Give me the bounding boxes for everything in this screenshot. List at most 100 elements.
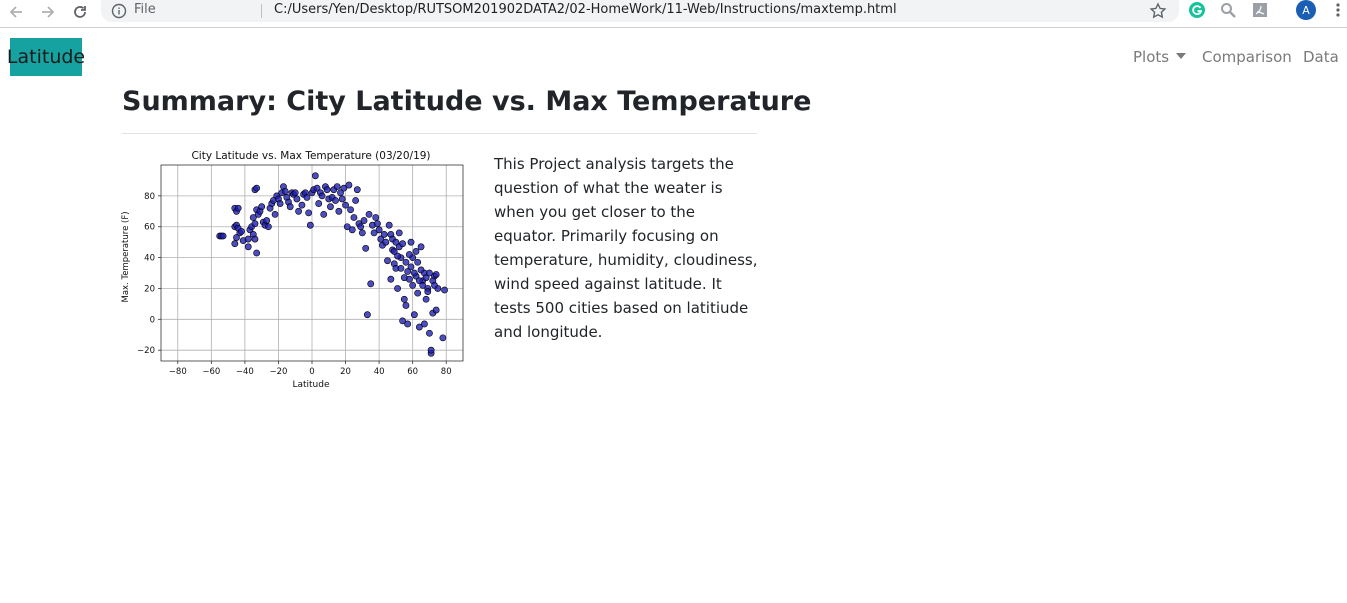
chart-ylabel: Max. Temperature (F) [121,211,131,302]
data-point [357,223,365,231]
data-point [400,295,408,303]
data-point [362,244,370,252]
data-point [219,232,227,240]
data-point [384,257,391,265]
data-point [253,184,261,192]
chart-points [216,172,448,357]
reload-button[interactable] [68,0,92,24]
address-bar[interactable]: File C:/Users/Yen/Desktop/RUTSOM201902DA… [101,0,1179,22]
nav-comparison-link[interactable]: Comparison [1202,48,1292,66]
data-point [385,221,393,229]
data-point [286,203,294,211]
data-point [315,200,323,207]
project-description: This Project analysis targets the questi… [494,155,758,341]
data-point [395,229,403,237]
x-tick-label: 0 [309,367,314,377]
data-point [394,285,401,292]
data-point [333,183,341,191]
data-point [375,226,383,234]
arrow-right-icon [42,6,55,18]
data-point [264,223,272,231]
data-point [412,248,420,255]
data-point [392,238,400,246]
data-point [291,189,299,197]
data-point [417,243,425,251]
page-title: Summary: City Latitude vs. Max Temperatu… [122,86,812,117]
data-point [410,311,418,319]
data-point [338,195,346,203]
data-point [397,265,405,272]
data-point [377,235,385,243]
data-point [410,269,418,277]
nav-data-link[interactable]: Data [1303,48,1339,66]
grammarly-icon[interactable] [1188,1,1206,19]
kebab-menu-icon[interactable] [1331,2,1345,18]
data-point [374,220,381,228]
x-tick-label: −20 [269,367,287,377]
data-point [244,235,252,243]
data-point [415,323,423,331]
x-tick-label: −80 [169,367,187,377]
data-point [295,207,302,215]
address-divider [261,4,262,18]
data-point [399,240,406,248]
pdf-icon[interactable] [1251,1,1269,19]
data-point [244,243,252,251]
data-point [421,320,428,328]
y-tick-label: 20 [144,284,155,294]
data-point [327,203,334,211]
data-point [400,274,408,282]
file-label: File [134,2,156,17]
data-point [251,235,259,243]
data-point [363,311,371,319]
data-point [414,289,422,297]
profile-avatar[interactable]: A [1296,0,1316,20]
data-point [320,210,328,218]
data-point [238,227,245,235]
chart-ticks: −80 −60 −40 −20 0 20 40 60 80 −20 0 20 40 60 80 [137,192,452,377]
chart-xlabel: Latitude [292,380,330,390]
data-point [258,203,266,211]
data-point [306,221,314,229]
y-tick-label: 80 [144,192,155,202]
data-point [352,197,360,204]
y-tick-label: −20 [137,346,155,356]
url-text[interactable]: C:/Users/Yen/Desktop/RUTSOM201902DATA2/0… [274,2,897,17]
data-point [414,258,422,266]
data-point [253,249,261,257]
star-icon[interactable] [1149,2,1167,20]
data-point [441,286,448,294]
nav-plots-dropdown[interactable]: Plots [1133,48,1187,66]
data-point [251,220,259,228]
data-point [432,306,440,314]
data-point [345,181,353,189]
data-point [404,320,412,328]
zoom-icon[interactable] [1219,1,1237,19]
data-point [347,206,354,214]
data-point [399,317,406,325]
data-point [422,295,430,303]
data-point [380,231,388,238]
data-point [387,275,395,283]
browser-toolbar: File C:/Users/Yen/Desktop/RUTSOM201902DA… [0,0,1347,28]
data-point [367,280,375,288]
back-button[interactable] [4,0,28,24]
data-point [402,258,410,266]
navbar-brand[interactable]: Latitude [7,38,85,76]
data-point [360,217,368,224]
caret-down-icon [1176,52,1187,59]
data-point [303,194,311,201]
nav-plots-label: Plots [1133,48,1170,66]
reload-icon [74,6,86,18]
x-tick-label: 60 [407,367,418,377]
data-point [370,229,378,237]
data-point [305,209,313,217]
info-icon[interactable] [111,3,127,19]
data-point [340,184,348,192]
data-point [365,210,373,218]
y-tick-label: 40 [144,254,155,264]
data-point [390,248,398,255]
data-point [405,251,413,258]
forward-button[interactable] [36,0,60,24]
data-point [422,274,430,282]
